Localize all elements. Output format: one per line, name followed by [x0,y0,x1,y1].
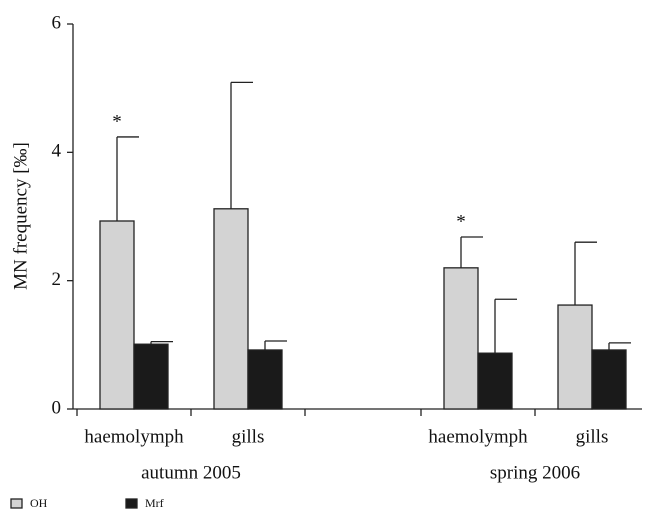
y-tick-label: 2 [52,269,62,290]
legend-label: OH [30,496,48,510]
y-tick-label: 4 [52,141,62,162]
x-tick-label: gills [576,426,609,447]
bar [99,220,135,410]
bar [213,208,249,410]
x-tick-label: haemolymph [428,426,528,447]
bar [557,304,593,410]
y-axis-label: MN frequency [‰] [10,142,31,290]
group-label: spring 2006 [490,462,580,483]
y-tick-label: 6 [52,12,62,33]
group-label: autumn 2005 [141,462,241,483]
x-tick-label: gills [232,426,265,447]
x-tick-label: haemolymph [84,426,184,447]
legend-label: Mrf [145,496,164,510]
bar [477,352,513,410]
bar [247,349,283,410]
bar [443,267,479,410]
bar [591,349,627,410]
annotation: * [112,111,122,132]
legend-swatch [125,498,138,509]
annotation: * [456,211,466,232]
y-tick-label: 0 [52,397,62,418]
legend-swatch [10,498,23,509]
bar [133,343,169,410]
